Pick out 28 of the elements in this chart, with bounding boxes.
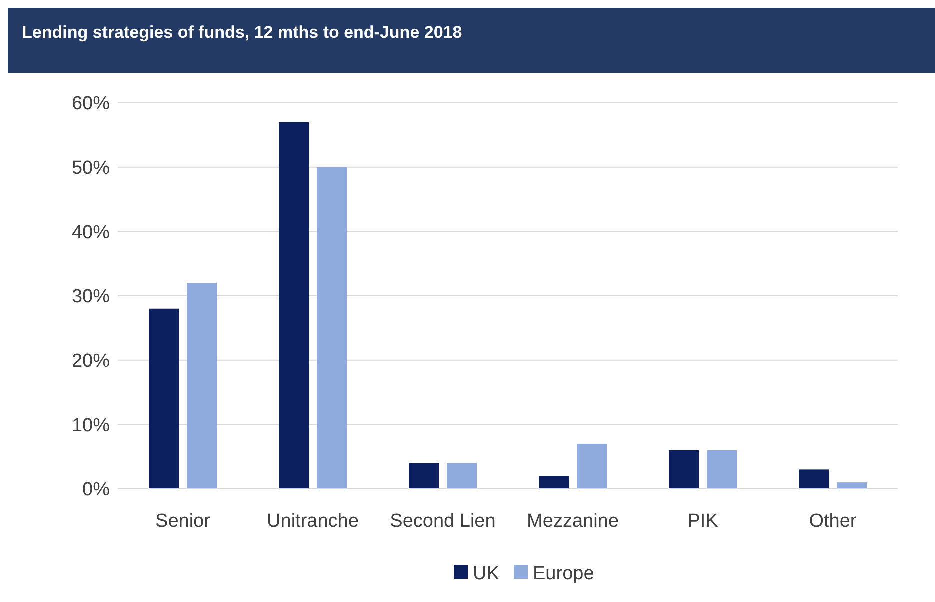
y-tick-label: 10% bbox=[72, 415, 110, 436]
y-tick-label: 0% bbox=[82, 480, 110, 501]
y-tick-label: 60% bbox=[72, 94, 110, 115]
bar bbox=[539, 476, 569, 489]
x-tick-label: PIK bbox=[688, 511, 719, 532]
bar bbox=[279, 122, 309, 489]
bar bbox=[187, 283, 217, 489]
x-tick-label: Mezzanine bbox=[527, 511, 619, 532]
x-tick-label: Unitranche bbox=[267, 511, 359, 532]
x-tick-label: Senior bbox=[156, 511, 212, 532]
bar bbox=[799, 470, 829, 489]
chart-title: Lending strategies of funds, 12 mths to end-June 2018 bbox=[22, 23, 462, 42]
x-tick-label: Second Lien bbox=[390, 511, 496, 532]
legend-label: UK bbox=[473, 564, 500, 585]
y-tick-label: 30% bbox=[72, 286, 110, 308]
bar bbox=[149, 308, 179, 489]
bar bbox=[837, 482, 867, 489]
bar bbox=[669, 450, 699, 489]
y-tick-label: 40% bbox=[72, 222, 110, 244]
bar bbox=[707, 450, 737, 489]
y-tick-label: 50% bbox=[72, 158, 110, 179]
bar bbox=[317, 167, 347, 489]
bar bbox=[447, 463, 477, 489]
bar bbox=[577, 444, 607, 489]
bar bbox=[409, 463, 439, 489]
y-tick-label: 20% bbox=[72, 350, 110, 372]
legend-label: Europe bbox=[533, 564, 594, 585]
x-tick-label: Other bbox=[809, 511, 858, 532]
